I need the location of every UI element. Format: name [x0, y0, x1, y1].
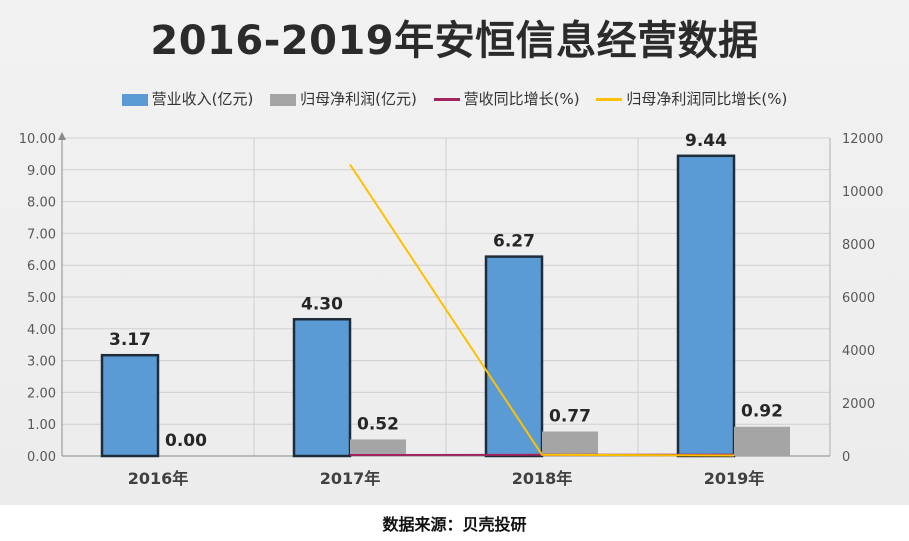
revenue-bar [100, 353, 160, 458]
y-left-tick-label: 2.00 [27, 386, 56, 401]
y-axis-arrow [58, 132, 66, 140]
net-profit-bar [350, 439, 406, 456]
y-left-tick-label: 10.00 [19, 132, 56, 147]
x-tick-label: 2016年 [128, 469, 189, 488]
net-profit-bar [734, 426, 790, 456]
revenue-data-label: 9.44 [685, 131, 727, 151]
y-left-tick-label: 5.00 [27, 291, 56, 306]
legend-item-revenue: 营业收入(亿元) [121, 88, 254, 109]
legend-item-revenue-growth: 营收同比增长(%) [433, 88, 580, 109]
net-profit-data-label: 0.77 [549, 407, 591, 427]
y-left-tick-label: 8.00 [27, 196, 56, 211]
y-right-tick-label: 12000 [842, 132, 883, 147]
y-right-tick-label: 6000 [842, 291, 875, 306]
legend-item-net-profit: 归母净利润(亿元) [270, 88, 417, 109]
y-left-tick-label: 3.00 [27, 355, 56, 370]
revenue-data-label: 6.27 [493, 232, 535, 252]
plot-area: 0.00 1.00 2.00 3.00 4.00 5.00 6.00 7.00 8.00 9.00… [19, 131, 884, 488]
revenue-bar [484, 255, 544, 458]
y-right-tick-label: 2000 [842, 397, 875, 412]
revenue-data-label: 4.30 [301, 294, 343, 314]
revenue-data-label: 3.17 [109, 330, 151, 350]
legend-label-net-profit: 归母净利润(亿元) [300, 90, 417, 108]
legend-item-profit-growth: 归母净利润同比增长(%) [596, 88, 787, 109]
x-tick-label: 2017年 [320, 469, 381, 488]
net-profit-data-label: 0.00 [165, 431, 207, 451]
net-profit-data-label: 0.52 [357, 414, 399, 434]
legend-swatch-revenue [121, 93, 148, 106]
x-tick-label: 2019年 [704, 469, 765, 488]
y-right-tick-label: 10000 [842, 185, 883, 200]
revenue-bar [292, 318, 352, 458]
net-profit-bar [542, 431, 598, 456]
legend-swatch-net-profit [270, 93, 297, 106]
profit-growth-line [349, 163, 735, 457]
net-profit-data-label: 0.92 [741, 402, 783, 422]
legend-label-revenue: 营业收入(亿元) [151, 90, 254, 108]
chart-title: 2016-2019年安恒信息经营数据 [150, 18, 759, 64]
y-left-tick-label: 0.00 [27, 450, 56, 465]
y-left-tick-label: 7.00 [27, 227, 56, 242]
y-left-tick-label: 1.00 [27, 418, 56, 433]
legend-label-revenue-growth: 营收同比增长(%) [463, 90, 580, 108]
legend-swatch-revenue-growth [433, 98, 460, 101]
source-note: 数据来源：贝壳投研 [382, 515, 527, 534]
legend: 营业收入(亿元) 归母净利润(亿元) 营收同比增长(%) 归母净利润同比增长(%… [0, 88, 909, 109]
y-left-tick-label: 6.00 [27, 259, 56, 274]
y-right-tick-label: 0 [842, 450, 850, 465]
legend-label-profit-growth: 归母净利润同比增长(%) [626, 90, 788, 108]
y-right-tick-label: 4000 [842, 344, 875, 359]
legend-swatch-profit-growth [596, 98, 623, 101]
revenue-bar [676, 154, 736, 458]
x-tick-label: 2018年 [512, 469, 573, 488]
y-right-tick-label: 8000 [842, 238, 875, 253]
y-left-tick-label: 4.00 [27, 323, 56, 338]
y-left-tick-label: 9.00 [27, 164, 56, 179]
